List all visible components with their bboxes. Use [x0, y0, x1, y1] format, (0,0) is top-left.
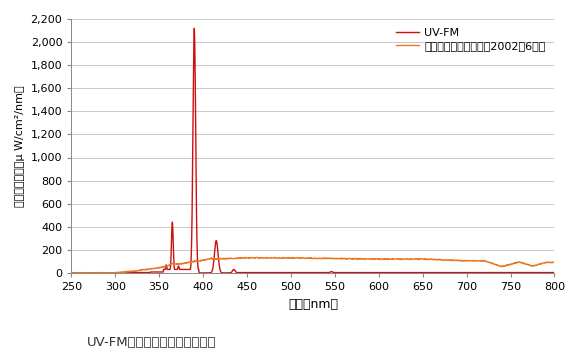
UV-FM	[191, 26, 198, 30]
Text: UV-FMと太陽光の波長分光分布: UV-FMと太陽光の波長分光分布	[87, 336, 216, 350]
UV-FM	[535, 271, 542, 275]
太陽光、さいたま市（2002年6月）	[249, 256, 256, 260]
太陽光、さいたま市（2002年6月）	[398, 257, 405, 261]
Line: 太陽光、さいたま市（2002年6月）: 太陽光、さいたま市（2002年6月）	[71, 258, 555, 273]
UV-FM	[187, 267, 194, 272]
太陽光、さいたま市（2002年6月）	[68, 271, 75, 275]
UV-FM	[68, 271, 75, 275]
Y-axis label: 分光放射照度（μ W/cm²/nm）: 分光放射照度（μ W/cm²/nm）	[15, 85, 25, 207]
UV-FM	[447, 271, 454, 275]
太陽光、さいたま市（2002年6月）	[441, 258, 448, 262]
太陽光、さいたま市（2002年6月）	[552, 261, 559, 265]
UV-FM	[398, 271, 405, 275]
Legend: UV-FM, 太陽光、さいたま市（2002年6月）: UV-FM, 太陽光、さいたま市（2002年6月）	[393, 25, 549, 55]
太陽光、さいたま市（2002年6月）	[535, 262, 542, 266]
Line: UV-FM: UV-FM	[71, 28, 555, 273]
太陽光、さいたま市（2002年6月）	[212, 257, 219, 261]
UV-FM	[441, 271, 448, 275]
X-axis label: 波長（nm）: 波長（nm）	[288, 298, 338, 310]
UV-FM	[213, 238, 220, 243]
UV-FM	[552, 271, 559, 275]
太陽光、さいたま市（2002年6月）	[187, 260, 194, 265]
太陽光、さいたま市（2002年6月）	[447, 258, 454, 262]
